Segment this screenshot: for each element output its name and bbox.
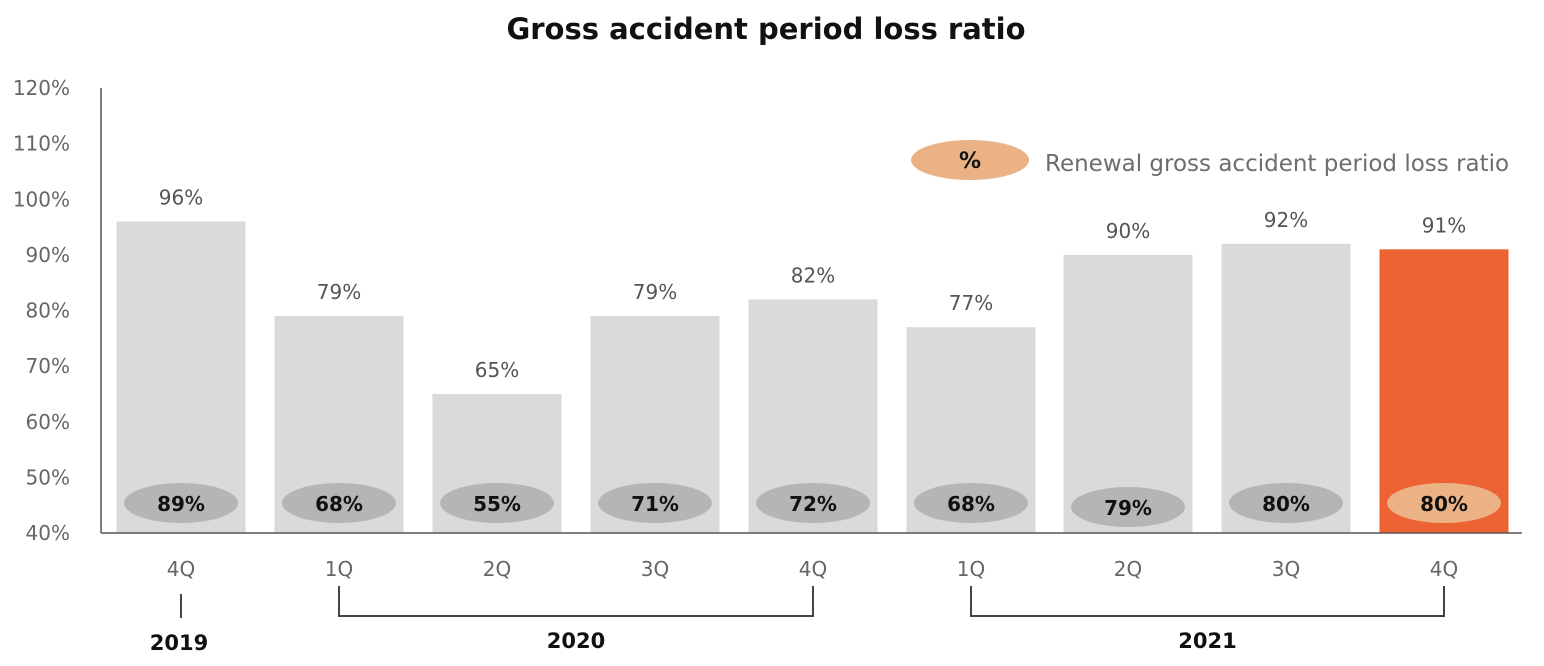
renewal-ratio-label: 72% xyxy=(789,492,837,516)
bar-value-label: 65% xyxy=(475,358,519,382)
year-bracket xyxy=(338,586,814,617)
year-bracket xyxy=(970,586,1445,617)
y-tick-label: 60% xyxy=(26,410,70,434)
legend: % Renewal gross accident period loss rat… xyxy=(911,140,1509,180)
x-tick-label: 3Q xyxy=(641,557,669,581)
year-label: 2019 xyxy=(150,631,208,655)
x-tick-label: 1Q xyxy=(957,557,985,581)
legend-symbol: % xyxy=(959,149,981,174)
renewal-ratio-label: 80% xyxy=(1262,492,1310,516)
renewal-ratio-marker xyxy=(1387,483,1501,523)
renewal-ratio-marker xyxy=(598,483,712,523)
y-tick-label: 40% xyxy=(26,521,70,545)
bar-value-label: 79% xyxy=(317,280,361,304)
x-tick-label: 4Q xyxy=(799,557,827,581)
renewal-ratio-label: 89% xyxy=(157,492,205,516)
chart-title: Gross accident period loss ratio xyxy=(506,12,1025,46)
renewal-ratio-marker xyxy=(124,483,238,523)
renewal-ratio-label: 80% xyxy=(1420,492,1468,516)
y-tick-label: 50% xyxy=(26,465,70,489)
x-tick-label: 4Q xyxy=(167,557,195,581)
renewal-ratio-marker xyxy=(914,483,1028,523)
bars: 96% 89% 79% 68% 65% 55% 79% 71% 82% 72% 77% 68% 90% 7… xyxy=(116,186,1509,533)
legend-label: Renewal gross accident period loss ratio xyxy=(1045,151,1509,177)
renewal-ratio-marker xyxy=(1229,483,1343,523)
x-tick-label: 3Q xyxy=(1272,557,1300,581)
y-tick-label: 100% xyxy=(13,187,70,211)
bar-value-label: 91% xyxy=(1422,213,1466,237)
y-tick-label: 120% xyxy=(13,76,70,100)
renewal-ratio-label: 68% xyxy=(947,492,995,516)
renewal-ratio-marker xyxy=(1071,487,1185,527)
renewal-ratio-marker xyxy=(440,483,554,523)
x-tick-label: 2Q xyxy=(1114,557,1142,581)
legend-swatch xyxy=(911,140,1029,180)
bar xyxy=(116,221,246,533)
y-tick-label: 80% xyxy=(26,299,70,323)
bar xyxy=(1063,254,1193,533)
y-tick-label: 90% xyxy=(26,243,70,267)
x-tick-label: 1Q xyxy=(325,557,353,581)
renewal-ratio-label: 55% xyxy=(473,492,521,516)
renewal-ratio-label: 79% xyxy=(1104,496,1152,520)
renewal-ratio-marker xyxy=(282,483,396,523)
bar-value-label: 82% xyxy=(791,263,835,287)
renewal-ratio-label: 71% xyxy=(631,492,679,516)
x-axis: 4Q 1Q 2Q 3Q 4Q 1Q 2Q 3Q 4Q 2019 2020 2021 xyxy=(101,532,1522,655)
bar-value-label: 92% xyxy=(1264,208,1308,232)
year-label: 2020 xyxy=(547,629,605,653)
bar-value-label: 90% xyxy=(1106,219,1150,243)
bar-value-label: 96% xyxy=(159,186,203,210)
renewal-ratio-marker xyxy=(756,483,870,523)
y-tick-label: 70% xyxy=(26,354,70,378)
bar-value-label: 79% xyxy=(633,280,677,304)
y-tick-label: 110% xyxy=(13,132,70,156)
x-tick-label: 4Q xyxy=(1430,557,1458,581)
bar-value-label: 77% xyxy=(949,291,993,315)
year-label: 2021 xyxy=(1178,629,1236,653)
x-tick-label: 2Q xyxy=(483,557,511,581)
y-axis: 40% 50% 60% 70% 80% 90% 100% 110% 120% xyxy=(13,76,102,545)
renewal-ratio-label: 68% xyxy=(315,492,363,516)
